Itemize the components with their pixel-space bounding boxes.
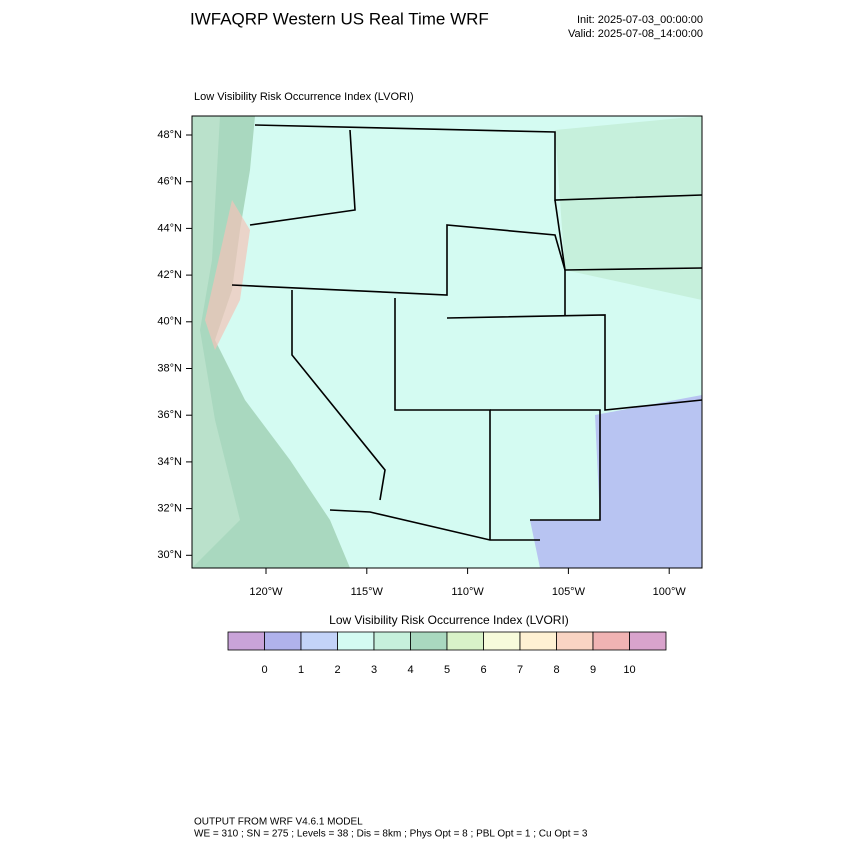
state-borders: [231, 124, 703, 541]
region: [205, 200, 250, 350]
lat-label: 40°N: [157, 316, 182, 328]
lat-label: 34°N: [157, 456, 182, 468]
lat-label: 42°N: [157, 269, 182, 281]
footer-line: OUTPUT FROM WRF V4.6.1 MODEL: [194, 817, 363, 828]
region: [530, 395, 702, 568]
colorbar-title: Low Visibility Risk Occurrence Index (LV…: [329, 613, 569, 627]
lat-label: 38°N: [157, 362, 182, 374]
colorbar: 0 1 2 3 4 5 6 7 8 9 10: [227, 631, 667, 676]
lat-label: 36°N: [157, 409, 182, 421]
colorbar-label: 4: [407, 664, 413, 676]
lon-label: 110°W: [451, 586, 484, 598]
colorbar-label: 0: [261, 664, 267, 676]
lat-label: 46°N: [157, 176, 182, 188]
axis-labels: 48°N 46°N 44°N 42°N 40°N 38°N 36°N 34°N 32°N 30°N…: [157, 129, 686, 598]
region: [555, 116, 702, 300]
init-time: Init: 2025-07-03_00:00:00: [577, 14, 703, 26]
colorbar-box: [410, 631, 448, 651]
colorbar-label: 9: [590, 664, 596, 676]
lat-label: 48°N: [157, 129, 182, 141]
lon-label: 105°W: [552, 586, 586, 598]
colorbar-box: [227, 631, 265, 651]
map: [191, 115, 703, 569]
ocean-shade: [192, 116, 240, 568]
colorbar-label: 10: [623, 664, 635, 676]
colorbar-box: [629, 631, 667, 651]
colorbar-box: [337, 631, 375, 651]
footer-line: WE = 310 ; SN = 275 ; Levels = 38 ; Dis …: [194, 829, 588, 840]
colorbar-label: 8: [553, 664, 559, 676]
lat-label: 32°N: [157, 503, 182, 515]
colorbar-label: 5: [444, 664, 450, 676]
colorbar-label: 1: [298, 664, 304, 676]
colorbar-box: [592, 631, 630, 651]
map-frame: [191, 115, 703, 569]
colorbar-label: 3: [371, 664, 377, 676]
lat-label: 30°N: [157, 549, 182, 561]
valid-time: Valid: 2025-07-08_14:00:00: [568, 28, 703, 40]
colorbar-box: [373, 631, 411, 651]
map-title: Low Visibility Risk Occurrence Index (LV…: [194, 91, 414, 103]
colorbar-box: [519, 631, 557, 651]
lon-label: 115°W: [351, 586, 384, 598]
colorbar-label: 6: [480, 664, 486, 676]
colorbar-box: [264, 631, 302, 651]
colorbar-box: [446, 631, 484, 651]
title: IWFAQRP Western US Real Time WRF: [190, 9, 489, 28]
lat-label: 44°N: [157, 222, 182, 234]
lon-label: 120°W: [249, 586, 283, 598]
colorbar-label: 7: [517, 664, 523, 676]
colorbar-box: [300, 631, 338, 651]
colorbar-box: [483, 631, 521, 651]
colorbar-box: [556, 631, 594, 651]
lon-label: 100°W: [653, 586, 687, 598]
colorbar-label: 2: [334, 664, 340, 676]
